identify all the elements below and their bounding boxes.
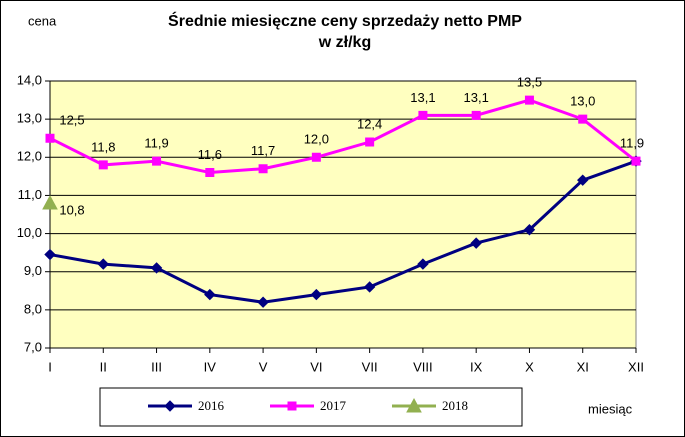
data-point xyxy=(577,174,589,186)
x-tick-label: IV xyxy=(204,359,217,374)
data-label: 11,9 xyxy=(144,136,168,151)
chart-title: Średnie miesięczne ceny sprzedaży netto … xyxy=(168,11,522,30)
chart-subtitle: w zł/kg xyxy=(318,34,371,51)
data-label: 12,0 xyxy=(304,132,329,147)
y-tick-label: 7,0 xyxy=(24,339,42,354)
y-tick-label: 13,0 xyxy=(17,111,42,126)
x-tick-label: I xyxy=(48,359,52,374)
legend-label: 2016 xyxy=(198,398,225,413)
data-point xyxy=(257,296,269,308)
data-point xyxy=(418,110,428,120)
legend-marker xyxy=(406,397,422,413)
x-tick-label: III xyxy=(151,359,162,374)
series-line xyxy=(49,159,637,304)
series-line xyxy=(49,98,637,175)
y-tick-label: 10,0 xyxy=(17,225,42,240)
data-point xyxy=(631,156,641,166)
data-label: 12,5 xyxy=(59,113,84,128)
data-point xyxy=(524,95,534,105)
legend-label: 2017 xyxy=(320,398,347,413)
data-label: 13,0 xyxy=(570,94,595,109)
legend-marker xyxy=(164,400,176,412)
data-point xyxy=(470,237,482,249)
data-point xyxy=(471,110,481,120)
plot-area xyxy=(49,80,637,349)
data-label: 10,8 xyxy=(59,202,84,217)
data-label: 11,9 xyxy=(620,136,644,151)
x-tick-label: VII xyxy=(362,359,378,374)
data-point xyxy=(97,258,109,270)
y-tick-label: 11,0 xyxy=(18,187,42,202)
data-point xyxy=(152,156,162,166)
data-label: 13,1 xyxy=(464,90,489,105)
data-point xyxy=(311,152,321,162)
x-tick-label: II xyxy=(100,359,107,374)
data-point xyxy=(150,262,163,274)
data-point xyxy=(365,137,375,147)
y-tick-label: 14,0 xyxy=(17,72,42,87)
data-point xyxy=(45,133,55,143)
data-label: 11,7 xyxy=(251,143,275,158)
x-tick-label: X xyxy=(525,359,534,374)
data-point xyxy=(258,164,268,174)
data-point xyxy=(42,195,58,210)
data-label: 12,4 xyxy=(357,116,382,131)
y-tick-label: 9,0 xyxy=(24,263,42,278)
x-tick-label: VIII xyxy=(413,359,433,374)
data-point xyxy=(417,258,429,270)
x-tick-label: V xyxy=(259,359,268,374)
data-point xyxy=(363,281,376,293)
data-label: 11,8 xyxy=(91,139,115,154)
y-tick-label: 12,0 xyxy=(17,149,42,164)
data-point xyxy=(44,248,56,261)
data-point xyxy=(578,114,588,124)
data-point xyxy=(523,224,536,236)
legend-label: 2018 xyxy=(442,398,468,413)
x-tick-label: XII xyxy=(628,359,644,374)
x-tick-label: VI xyxy=(310,359,322,374)
data-point xyxy=(205,168,215,178)
legend-marker xyxy=(287,401,297,411)
data-label: 13,1 xyxy=(410,90,435,105)
data-label: 13,5 xyxy=(517,75,542,90)
y-tick-label: 8,0 xyxy=(24,301,42,316)
data-point xyxy=(310,288,323,301)
y-axis-label: cena xyxy=(28,13,57,28)
data-point xyxy=(98,160,108,170)
x-tick-label: IX xyxy=(470,359,483,374)
data-point xyxy=(204,288,216,301)
x-axis-label: miesiąc xyxy=(588,401,633,416)
x-tick-label: XI xyxy=(577,359,589,374)
data-label: 11,6 xyxy=(198,147,222,162)
